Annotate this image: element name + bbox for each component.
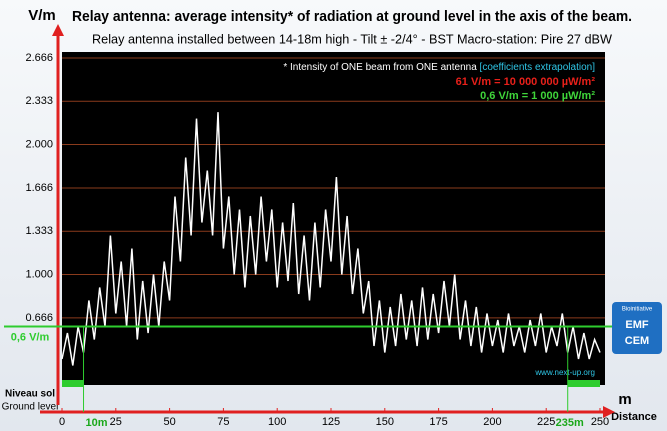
y-tick-label: 1.333 xyxy=(25,225,53,237)
threshold-label: 0,6 V/m xyxy=(11,331,50,343)
y-tick-label: 2.666 xyxy=(25,52,53,64)
x-tick-label: 50 xyxy=(163,416,175,428)
chart-title: Relay antenna: average intensity* of rad… xyxy=(72,8,632,25)
note-text: * Intensity of ONE beam from ONE antenna xyxy=(283,62,477,73)
y-axis xyxy=(40,24,615,418)
y-tick-label: 2.000 xyxy=(25,138,53,150)
y-tick-label: 1.000 xyxy=(25,268,53,280)
equivalence: 0,6 V/m = 1 000 µW/m² xyxy=(480,90,595,102)
y-axis-arrow xyxy=(52,24,64,36)
x-axis-subtitle: Distance xyxy=(611,411,657,423)
x-tick-label: 100 xyxy=(268,416,286,428)
logo-text: EMF xyxy=(625,319,649,331)
data-line xyxy=(61,112,601,366)
y-tick-label: 2.333 xyxy=(25,95,53,107)
source: www.next-up.org xyxy=(534,368,595,377)
y-tick-label: 0.666 xyxy=(25,312,53,324)
x-tick-label: 250 xyxy=(591,416,609,428)
x-axis-arrow xyxy=(603,406,615,418)
chart-subtitle: Relay antenna installed between 14-18m h… xyxy=(92,32,612,46)
x-tick-label: 175 xyxy=(429,416,447,428)
y-axis-title: V/m xyxy=(28,7,56,24)
ground-label: Ground level xyxy=(2,402,59,413)
marker-band xyxy=(567,380,600,387)
marker-band xyxy=(62,380,84,387)
x-axis-title: m xyxy=(618,391,631,408)
marker-label: 235m xyxy=(556,417,584,429)
x-tick-label: 25 xyxy=(110,416,122,428)
x-tick-label: 0 xyxy=(59,416,65,428)
marker-label: 10m xyxy=(86,417,108,429)
y-tick-label: 1.666 xyxy=(25,182,53,194)
x-tick-label: 150 xyxy=(376,416,394,428)
ground-label: Niveau sol xyxy=(5,389,55,400)
logo: Bioinitiative EMF CEM xyxy=(612,302,662,354)
equivalence: 61 V/m = 10 000 000 µW/m² xyxy=(456,76,596,88)
x-tick-label: 200 xyxy=(483,416,501,428)
x-tick-label: 125 xyxy=(322,416,340,428)
note: * Intensity of ONE beam from ONE antenna… xyxy=(283,62,595,73)
note-extra: [coefficients extrapolation] xyxy=(480,62,596,73)
logo-text: CEM xyxy=(625,335,649,347)
logo-box xyxy=(612,302,662,354)
logo-text: Bioinitiative xyxy=(622,307,653,313)
x-tick-label: 75 xyxy=(217,416,229,428)
x-tick-label: 225 xyxy=(537,416,555,428)
